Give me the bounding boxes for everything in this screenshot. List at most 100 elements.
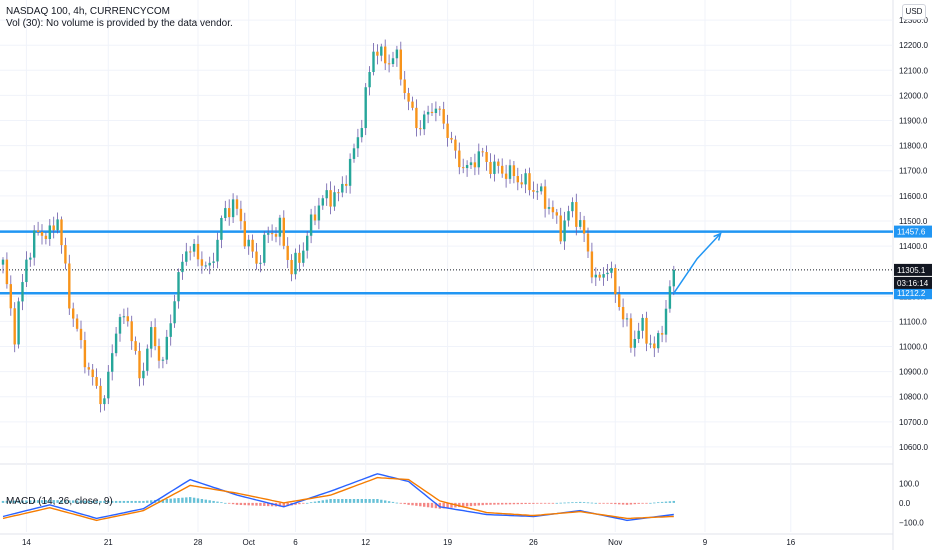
candle-body <box>512 165 516 177</box>
y-tick-label: 11900.0 <box>899 117 928 126</box>
candle-body <box>547 207 551 209</box>
candle-body <box>598 274 601 278</box>
candle-body <box>458 150 461 168</box>
candle-body <box>633 338 636 348</box>
macd-histogram-bar <box>83 500 87 503</box>
macd-y-tick-label: 0.0 <box>899 499 911 508</box>
macd-histogram-bar <box>60 500 63 503</box>
candle-body <box>368 71 371 88</box>
candle-body <box>504 173 508 179</box>
candle-body <box>313 214 317 221</box>
macd-histogram-bar <box>567 502 570 504</box>
candle-body <box>590 251 594 278</box>
macd-histogram-bar <box>317 500 321 503</box>
candle-body <box>29 257 32 260</box>
candle-body <box>111 353 114 372</box>
projection-path[interactable] <box>673 232 722 294</box>
candle-body <box>497 161 500 166</box>
macd-histogram-bar <box>173 498 176 503</box>
candle-body <box>360 128 363 138</box>
candle-body <box>337 192 340 194</box>
macd-histogram-bar <box>415 502 418 506</box>
candle-body <box>625 318 629 320</box>
currency-button[interactable]: USD <box>902 4 926 20</box>
candle-body <box>290 259 293 275</box>
level-label-box <box>894 287 932 300</box>
y-tick-label: 12000.0 <box>899 91 928 100</box>
macd-pane <box>1 473 675 522</box>
candle-body <box>87 367 90 370</box>
macd-histogram-bar <box>376 499 379 503</box>
candle-body <box>224 208 227 218</box>
candle-body <box>13 308 16 345</box>
candle-body <box>345 183 348 186</box>
candle-body <box>9 284 12 309</box>
macd-histogram-bar <box>477 502 480 506</box>
macd-histogram-bar <box>462 502 465 507</box>
candle-body <box>501 165 504 174</box>
macd-histogram-bar <box>438 502 441 509</box>
y-tick-label: 11500.0 <box>899 217 928 226</box>
macd-histogram-bar <box>107 500 110 503</box>
macd-histogram-bar <box>5 500 9 503</box>
candle-body <box>231 199 235 218</box>
candle-body <box>25 259 28 283</box>
macd-histogram-bar <box>306 502 309 504</box>
candle-body <box>384 46 387 64</box>
macd-histogram-bar <box>528 502 531 504</box>
macd-histogram-bar <box>302 502 305 504</box>
macd-histogram-bar <box>79 500 83 503</box>
candle-body <box>454 139 457 151</box>
macd-histogram-bar <box>606 502 609 504</box>
candle-body <box>489 161 492 174</box>
candle-body <box>306 235 309 251</box>
macd-histogram-bar <box>501 502 504 505</box>
candle-body <box>372 51 375 72</box>
candle-body <box>485 152 488 162</box>
macd-histogram-bar <box>559 502 562 504</box>
candle-body <box>177 272 180 302</box>
candle-body <box>641 317 644 331</box>
candle-body <box>536 191 539 193</box>
candle-body <box>36 230 40 232</box>
macd-y-tick-label: −100.0 <box>899 518 924 527</box>
candle-body <box>473 162 477 168</box>
candle-body <box>79 328 83 341</box>
macd-histogram-bar <box>516 502 519 505</box>
candle-body <box>200 259 204 266</box>
candle-body <box>442 109 445 124</box>
candle-body <box>664 308 668 335</box>
macd-histogram-bar <box>395 502 399 504</box>
candle-body <box>462 167 465 169</box>
candle-body <box>618 294 621 307</box>
candle-body <box>469 162 473 166</box>
macd-histogram-bar <box>40 500 44 503</box>
x-tick-label: 16 <box>786 538 795 547</box>
candle-body <box>294 252 297 275</box>
macd-histogram-bar <box>458 502 461 508</box>
candle-body <box>173 301 176 324</box>
candle-body <box>329 190 332 207</box>
macd-histogram-bar <box>204 499 207 503</box>
macd-histogram-bar <box>384 500 387 503</box>
macd-histogram-bar <box>17 500 20 503</box>
macd-histogram-bar <box>72 500 75 503</box>
candle-body <box>649 343 652 345</box>
candle-body <box>134 341 137 351</box>
y-tick-label: 10900.0 <box>899 368 928 377</box>
macd-histogram-bar <box>130 500 133 503</box>
candle-body <box>52 225 55 231</box>
candle-body <box>391 58 395 65</box>
macd-histogram-bar <box>231 502 235 505</box>
macd-histogram-bar <box>157 499 161 503</box>
macd-histogram-bar <box>489 502 492 505</box>
candle-body <box>298 252 301 263</box>
macd-histogram-bar <box>25 500 28 503</box>
volume-note: Vol (30): No volume is provided by the d… <box>6 18 233 29</box>
macd-histogram-bar <box>118 500 122 503</box>
candle-body <box>21 282 24 302</box>
candle-body <box>204 265 207 267</box>
candle-body <box>419 128 422 130</box>
macd-histogram-bar <box>602 502 605 504</box>
